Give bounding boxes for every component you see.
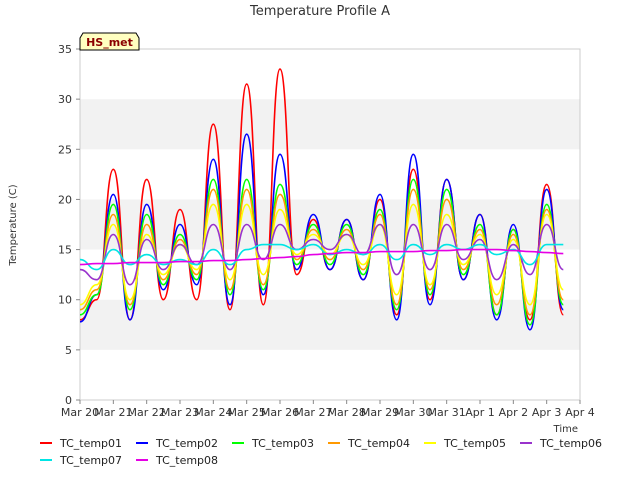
legend-item: TC_temp01: [40, 437, 122, 450]
x-tick-label: Mar 25: [228, 406, 266, 419]
x-tick-label: Apr 4: [565, 406, 595, 419]
series-lines: [79, 68, 565, 331]
x-tick-label: Mar 26: [261, 406, 299, 419]
legend-item: TC_temp04: [328, 437, 410, 450]
legend-item: TC_temp03: [232, 437, 314, 450]
legend-item: TC_temp05: [424, 437, 506, 450]
legend-label: TC_temp02: [155, 437, 218, 450]
grid-band: [80, 299, 580, 350]
y-axis-label: Temperature (C): [8, 184, 19, 266]
legend-label: TC_temp06: [539, 437, 602, 450]
legend-item: TC_temp08: [136, 454, 218, 467]
x-tick-label: Mar 29: [361, 406, 399, 419]
y-tick-label: 15: [58, 244, 72, 257]
x-axis-label: Time: [553, 424, 578, 435]
x-tick-label: Mar 28: [328, 406, 366, 419]
y-axis: 0 5 10 15 20 25 30 35: [58, 43, 80, 407]
chart-title: Temperature Profile A: [249, 4, 390, 19]
background-bands: [80, 49, 580, 400]
x-tick-label: Mar 27: [294, 406, 332, 419]
series-line-TC_temp07: [79, 243, 564, 271]
legend-item: TC_temp07: [40, 454, 122, 467]
grid-band: [80, 349, 580, 400]
station-badge: HS_met: [79, 32, 140, 51]
station-badge-label: HS_met: [86, 36, 133, 49]
x-tick-label: Apr 2: [499, 406, 529, 419]
x-tick-label: Mar 30: [394, 406, 432, 419]
legend-item: TC_temp06: [520, 437, 602, 450]
series-line-TC_temp08: [79, 248, 564, 266]
x-tick-label: Mar 20: [61, 406, 99, 419]
grid-band: [80, 199, 580, 250]
x-tick-label: Mar 22: [128, 406, 166, 419]
x-tick-label: Mar 23: [161, 406, 199, 419]
x-tick-label: Mar 31: [428, 406, 466, 419]
x-tick-label: Mar 21: [94, 406, 132, 419]
x-tick-label: Mar 24: [194, 406, 232, 419]
y-tick-label: 10: [58, 294, 72, 307]
legend-label: TC_temp08: [155, 454, 218, 467]
series-line-TC_temp06: [79, 223, 564, 286]
y-tick-label: 20: [58, 193, 72, 206]
y-tick-label: 0: [65, 394, 72, 407]
plot-area: [79, 48, 581, 401]
x-tick-label: Apr 3: [532, 406, 562, 419]
grid-band: [80, 49, 580, 100]
legend-label: TC_temp07: [59, 454, 122, 467]
grid-band: [80, 149, 580, 200]
y-tick-label: 5: [65, 344, 72, 357]
legend-label: TC_temp03: [251, 437, 314, 450]
legend-item: TC_temp02: [136, 437, 218, 450]
legend-label: TC_temp01: [59, 437, 122, 450]
legend: TC_temp01 TC_temp02 TC_temp03 TC_temp04 TC_t…: [40, 437, 602, 467]
grid-band: [80, 99, 580, 150]
legend-label: TC_temp05: [443, 437, 506, 450]
y-tick-label: 30: [58, 93, 72, 106]
y-tick-label: 35: [58, 43, 72, 56]
x-tick-label: Apr 1: [465, 406, 495, 419]
legend-label: TC_temp04: [347, 437, 410, 450]
y-tick-label: 25: [58, 143, 72, 156]
